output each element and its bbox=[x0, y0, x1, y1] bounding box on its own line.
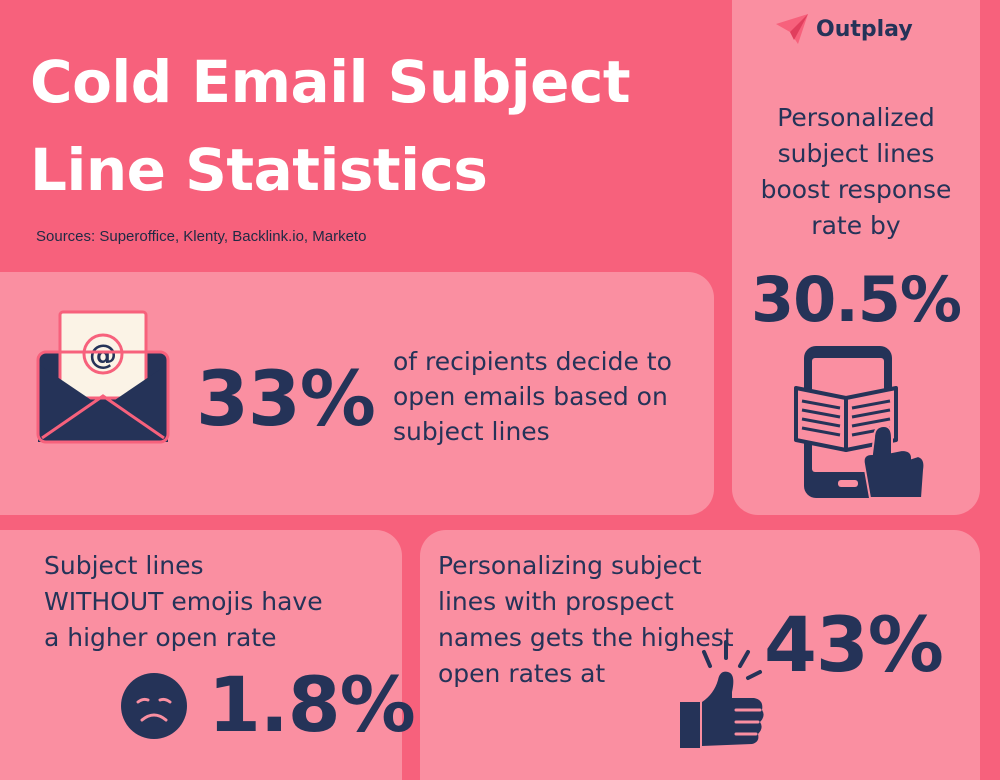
stat-desc-30-5: Personalized subject lines boost respons… bbox=[732, 100, 980, 244]
page-title: Cold Email Subject Line Statistics bbox=[30, 38, 631, 214]
desc-30-5-line-2: subject lines bbox=[777, 139, 935, 168]
brand-name: Outplay bbox=[816, 16, 913, 42]
desc-30-5-line-4: rate by bbox=[811, 211, 901, 240]
desc-33-line-2: open emails based on bbox=[393, 382, 668, 411]
desc-1-8-line-2: WITHOUT emojis have bbox=[44, 587, 323, 616]
stat-desc-1-8: Subject lines WITHOUT emojis have a high… bbox=[44, 548, 323, 656]
sad-face-icon bbox=[121, 673, 187, 739]
desc-30-5-line-1: Personalized bbox=[777, 103, 935, 132]
desc-1-8-line-1: Subject lines bbox=[44, 551, 204, 580]
desc-1-8-line-3: a higher open rate bbox=[44, 623, 277, 652]
phone-book-tap-icon bbox=[794, 346, 926, 499]
paper-plane-icon bbox=[776, 14, 808, 44]
panel-prospect-names: Personalizing subject lines with prospec… bbox=[420, 530, 980, 780]
stat-value-43: 43% bbox=[764, 600, 944, 689]
stat-value-30-5: 30.5% bbox=[750, 263, 962, 336]
sources-note: Sources: Superoffice, Klenty, Backlink.i… bbox=[36, 228, 367, 245]
panel-open-decision: @ 33% of recipients decide to open email… bbox=[0, 272, 714, 515]
title-line-2: Line Statistics bbox=[30, 136, 488, 204]
envelope-at-glyph: @ bbox=[89, 338, 117, 371]
title-line-1: Cold Email Subject bbox=[30, 48, 631, 116]
desc-33-line-3: subject lines bbox=[393, 417, 550, 446]
panel-personalized-response: Personalized subject lines boost respons… bbox=[732, 0, 980, 515]
desc-33-line-1: of recipients decide to bbox=[393, 347, 672, 376]
desc-30-5-line-3: boost response bbox=[760, 175, 952, 204]
email-envelope-icon: @ bbox=[36, 310, 170, 444]
stat-desc-43: Personalizing subject lines with prospec… bbox=[438, 548, 734, 692]
stat-desc-33: of recipients decide to open emails base… bbox=[393, 344, 672, 449]
brand: Outplay bbox=[776, 14, 913, 44]
desc-43-line-3: names gets the highest bbox=[438, 623, 734, 652]
thumbs-up-icon bbox=[680, 640, 764, 748]
stat-value-1-8: 1.8% bbox=[208, 660, 416, 749]
desc-43-line-2: lines with prospect bbox=[438, 587, 674, 616]
desc-43-line-4: open rates at bbox=[438, 659, 606, 688]
stat-value-33: 33% bbox=[196, 354, 376, 443]
panel-no-emoji: Subject lines WITHOUT emojis have a high… bbox=[0, 530, 416, 780]
desc-43-line-1: Personalizing subject bbox=[438, 551, 702, 580]
